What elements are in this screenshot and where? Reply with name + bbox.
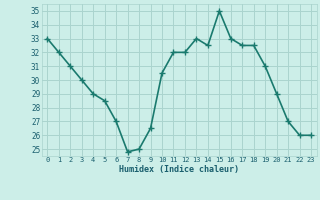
X-axis label: Humidex (Indice chaleur): Humidex (Indice chaleur) — [119, 165, 239, 174]
